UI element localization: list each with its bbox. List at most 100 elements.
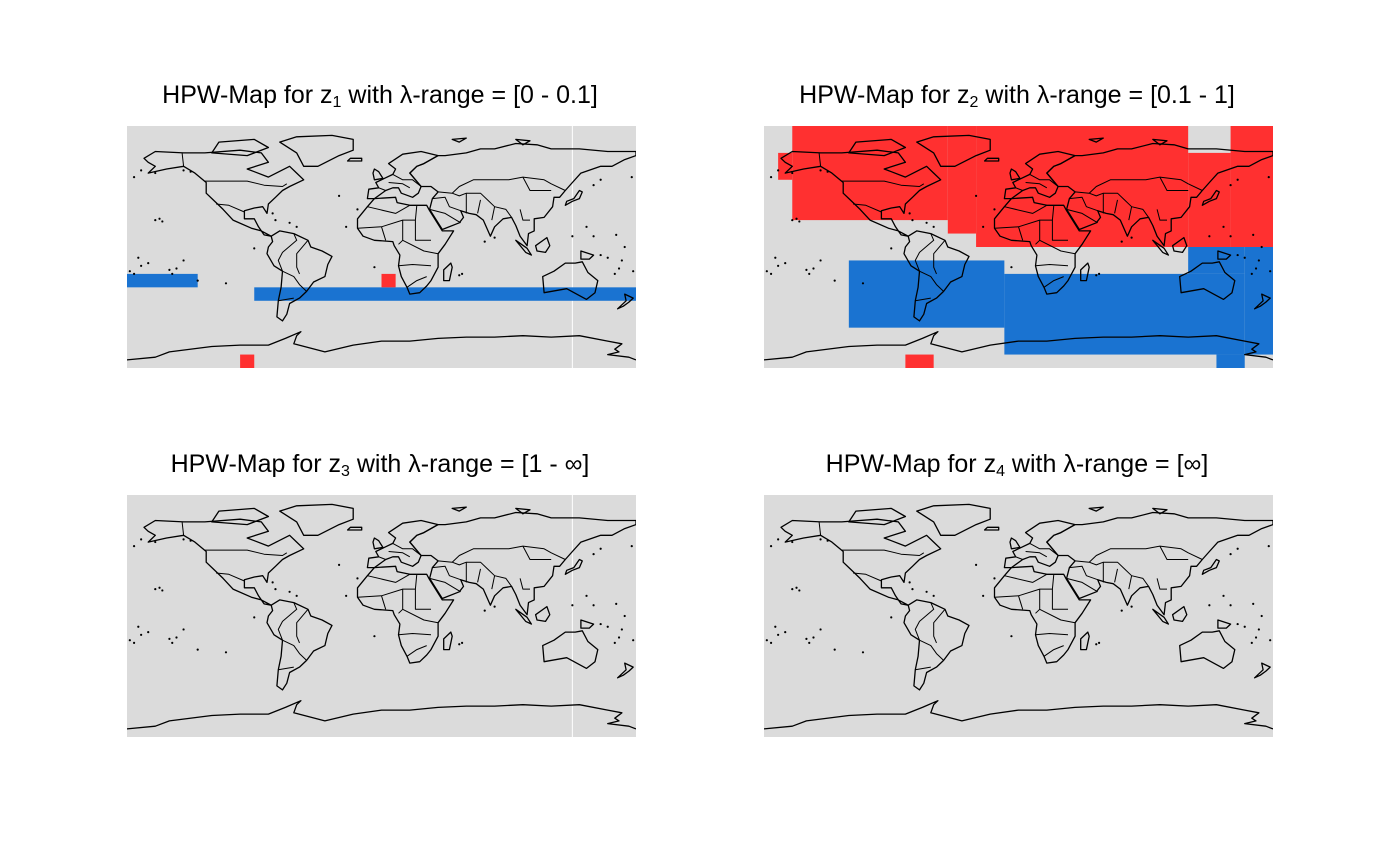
island-dot <box>826 170 829 173</box>
land-outline <box>279 134 354 167</box>
island-dot <box>137 256 140 259</box>
positive-cell <box>792 126 948 221</box>
island-dot <box>613 272 616 275</box>
country-border <box>1075 560 1150 587</box>
map-background <box>127 495 636 737</box>
land-outline <box>916 134 991 167</box>
island-dot <box>1130 605 1133 608</box>
island-dot <box>1120 240 1123 243</box>
country-border <box>429 208 461 224</box>
island-dot <box>1254 636 1258 639</box>
island-dot <box>154 219 157 222</box>
panel-title: HPW-Map for z1 with λ-range = [0 - 0.1] <box>162 81 598 111</box>
antarctica-outline <box>127 700 636 730</box>
island-dot <box>182 169 185 172</box>
island-dot <box>171 641 174 644</box>
negative-cell <box>127 273 198 288</box>
land-outline <box>279 503 354 536</box>
island-dot <box>585 225 588 228</box>
island-dot <box>592 553 595 556</box>
panel-title: HPW-Map for z2 with λ-range = [0.1 - 1] <box>799 81 1235 111</box>
country-border <box>1039 239 1076 255</box>
land-outline <box>580 250 595 260</box>
land-outline <box>1152 239 1170 256</box>
land-outline <box>1171 236 1188 254</box>
island-dot <box>932 225 935 228</box>
land-outline <box>515 138 531 146</box>
island-dot <box>812 636 815 639</box>
island-dot <box>1250 641 1253 644</box>
country-border <box>1029 173 1059 187</box>
island-dot <box>128 270 131 273</box>
island-dot <box>274 219 277 222</box>
positive-cell <box>381 273 396 288</box>
land-outline <box>1253 293 1271 310</box>
land-outline <box>1046 511 1273 616</box>
country-border <box>204 180 288 187</box>
country-border <box>398 589 404 614</box>
island-dot <box>175 267 178 270</box>
land-outline <box>409 511 636 616</box>
island-dot <box>132 641 136 644</box>
island-dot <box>769 175 773 179</box>
island-dot <box>224 282 228 285</box>
island-dot <box>189 170 192 173</box>
land-outline <box>266 230 333 322</box>
island-dot <box>147 631 150 634</box>
country-border <box>1075 191 1150 218</box>
island-dot <box>795 217 798 220</box>
country-border <box>414 220 431 241</box>
country-border <box>841 549 925 556</box>
map-panel-z4: HPW-Map for z4 with λ-range = [∞] <box>697 448 1337 828</box>
island-dot <box>784 631 787 634</box>
coastlines <box>764 134 1273 361</box>
island-dot <box>632 639 635 642</box>
island-dot <box>1252 602 1255 605</box>
country-border <box>216 572 245 582</box>
country-border <box>406 276 427 288</box>
island-dot <box>1010 266 1013 269</box>
island-dot <box>599 253 602 257</box>
island-dot <box>373 266 376 269</box>
country-border <box>853 572 882 582</box>
land-outline <box>1152 608 1170 625</box>
island-dot <box>630 544 633 548</box>
island-dot <box>805 637 808 640</box>
country-border <box>519 578 530 590</box>
country-border <box>1004 204 1048 214</box>
land-outline <box>372 168 384 181</box>
island-dot <box>154 588 157 591</box>
country-border <box>1025 551 1048 558</box>
island-dot <box>154 540 157 544</box>
country-border <box>477 568 481 583</box>
country-border <box>414 589 431 610</box>
country-border <box>1004 573 1048 583</box>
country-border <box>1156 578 1167 590</box>
island-dot <box>274 588 277 591</box>
world-map <box>764 126 1273 368</box>
positive-cell <box>905 354 934 368</box>
country-border <box>398 264 432 267</box>
island-dot <box>592 604 595 607</box>
island-dot <box>993 208 996 211</box>
country-border <box>381 595 387 610</box>
country-border <box>818 521 822 536</box>
island-dot <box>1260 614 1263 618</box>
island-dot <box>1260 245 1263 249</box>
island-dot <box>925 221 928 224</box>
land-outline <box>1217 619 1232 629</box>
land-outline <box>780 149 942 237</box>
country-border <box>204 549 288 556</box>
island-dot <box>993 577 996 580</box>
island-dot <box>769 272 773 275</box>
country-border <box>398 633 432 636</box>
panel-title: HPW-Map for z4 with λ-range = [∞] <box>825 450 1209 480</box>
island-dot <box>337 563 341 567</box>
country-border <box>357 574 418 598</box>
country-border <box>1035 633 1069 636</box>
positive-cell <box>947 126 977 234</box>
island-dot <box>1243 256 1246 259</box>
island-dot <box>182 259 185 262</box>
land-outline <box>443 631 453 651</box>
country-border <box>402 239 439 255</box>
